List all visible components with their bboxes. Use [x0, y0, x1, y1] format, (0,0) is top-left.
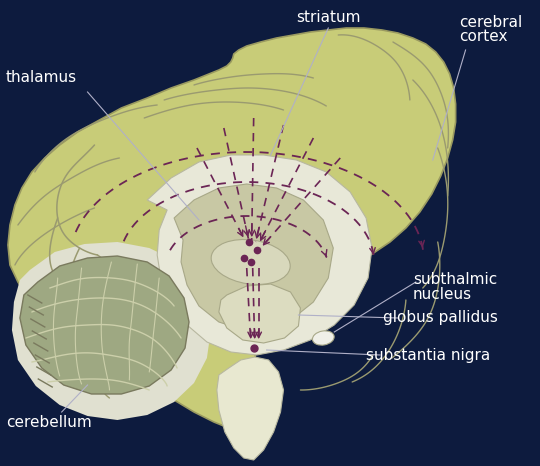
Polygon shape — [217, 357, 284, 460]
Polygon shape — [219, 284, 300, 343]
Ellipse shape — [313, 331, 334, 345]
Text: striatum: striatum — [296, 10, 361, 25]
Text: cerebellum: cerebellum — [6, 415, 92, 430]
Polygon shape — [12, 242, 211, 420]
Text: substantia nigra: substantia nigra — [366, 348, 490, 363]
Polygon shape — [174, 184, 333, 330]
Text: nucleus: nucleus — [413, 287, 472, 302]
Polygon shape — [147, 155, 372, 355]
Text: cortex: cortex — [460, 29, 508, 44]
Text: thalamus: thalamus — [6, 70, 77, 85]
Text: cerebral: cerebral — [460, 15, 523, 30]
Polygon shape — [20, 256, 189, 394]
Text: subthalmic: subthalmic — [413, 272, 497, 287]
Polygon shape — [8, 28, 456, 435]
Text: globus pallidus: globus pallidus — [383, 310, 498, 325]
Ellipse shape — [211, 240, 290, 284]
